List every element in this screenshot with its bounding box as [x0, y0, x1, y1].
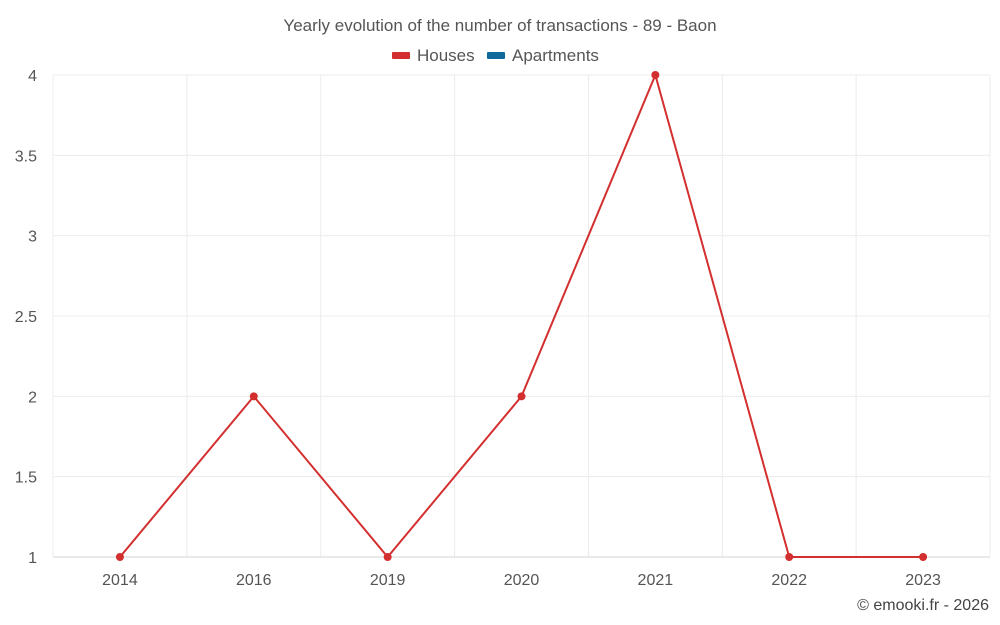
y-tick-label: 1.5 — [15, 470, 37, 487]
legend: Houses Apartments — [392, 46, 599, 65]
data-point[interactable] — [651, 71, 660, 79]
y-tick-label: 2.5 — [15, 309, 37, 326]
data-point[interactable] — [919, 553, 928, 561]
y-tick-label: 3.5 — [15, 148, 37, 165]
x-axis-ticks: 2014 2016 2019 2020 2021 2022 2023 — [102, 572, 941, 589]
x-tick-label: 2021 — [638, 572, 674, 589]
y-axis-ticks: 1 1.5 2 2.5 3 3.5 4 — [15, 68, 37, 567]
data-point[interactable] — [383, 553, 392, 561]
x-tick-label: 2023 — [905, 572, 941, 589]
data-point[interactable] — [249, 392, 258, 401]
data-point[interactable] — [785, 553, 794, 561]
legend-item-apartments[interactable]: Apartments — [487, 46, 599, 65]
legend-label-houses: Houses — [417, 46, 475, 65]
y-tick-label: 4 — [28, 68, 37, 85]
y-tick-label: 2 — [28, 389, 37, 406]
y-tick-label: 1 — [28, 550, 37, 567]
legend-swatch-houses — [392, 52, 410, 59]
legend-item-houses[interactable]: Houses — [392, 46, 475, 65]
legend-label-apartments: Apartments — [512, 46, 599, 65]
credit-text: © emooki.fr - 2026 — [857, 597, 989, 614]
x-tick-label: 2016 — [236, 572, 272, 589]
data-point[interactable] — [517, 392, 526, 401]
x-tick-label: 2022 — [771, 572, 807, 589]
legend-swatch-apartments — [487, 52, 505, 59]
grid — [52, 74, 991, 557]
x-tick-label: 2014 — [102, 572, 138, 589]
x-tick-label: 2020 — [504, 572, 540, 589]
x-tick-label: 2019 — [370, 572, 406, 589]
series-houses — [115, 71, 928, 561]
chart-title: Yearly evolution of the number of transa… — [283, 16, 716, 35]
data-point[interactable] — [115, 553, 124, 561]
y-tick-label: 3 — [28, 229, 37, 246]
